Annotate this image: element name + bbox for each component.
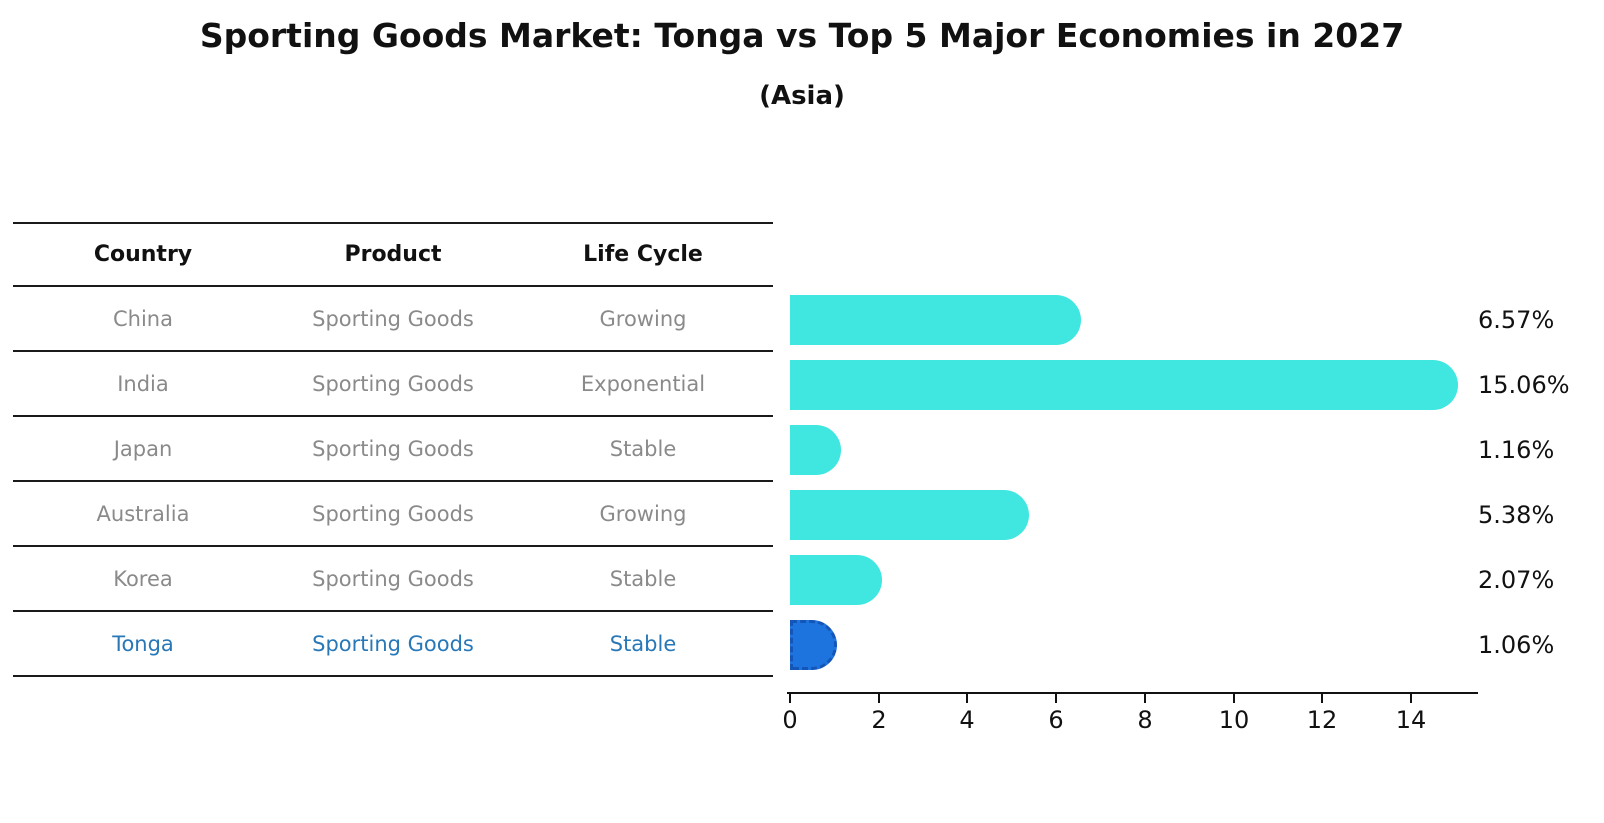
- x-tick-10: [1233, 694, 1235, 703]
- country-table: Country Product Life Cycle China Sporting…: [13, 222, 773, 677]
- table-row-china: China Sporting Goods Growing: [13, 287, 773, 352]
- value-label-japan: 1.16%: [1478, 435, 1555, 464]
- x-tick-12: [1321, 694, 1323, 703]
- cell-country: Japan: [113, 436, 173, 461]
- value-label-india: 15.06%: [1478, 370, 1570, 399]
- value-label-australia: 5.38%: [1478, 500, 1555, 529]
- x-tick-0: [789, 694, 791, 703]
- cell-country: Tonga: [112, 631, 174, 656]
- column-header-life-cycle: Life Cycle: [583, 242, 703, 267]
- x-tick-label-6: 6: [1048, 706, 1064, 734]
- x-tick-6: [1055, 694, 1057, 703]
- bar-australia: [790, 489, 1029, 540]
- x-tick-label-10: 10: [1218, 706, 1250, 734]
- cell-country: China: [113, 306, 173, 331]
- bar-china: [790, 294, 1081, 345]
- x-tick-4: [966, 694, 968, 703]
- cell-life-cycle: Stable: [609, 436, 677, 461]
- table-rows: China Sporting Goods Growing India Sporting …: [13, 287, 773, 677]
- cell-life-cycle: Growing: [599, 501, 687, 526]
- cell-product: Sporting Goods: [312, 501, 474, 526]
- cell-life-cycle: Growing: [599, 306, 687, 331]
- x-tick-label-8: 8: [1137, 706, 1153, 734]
- table-row-japan: Japan Sporting Goods Stable: [13, 417, 773, 482]
- bar-japan: [790, 424, 841, 475]
- cell-product: Sporting Goods: [312, 371, 474, 396]
- bar-korea: [790, 554, 882, 605]
- cell-country: India: [117, 371, 169, 396]
- table-row-tonga: Tonga Sporting Goods Stable: [13, 612, 773, 677]
- value-label-korea: 2.07%: [1478, 565, 1555, 594]
- value-label-tonga: 1.06%: [1478, 630, 1555, 659]
- cell-country: Korea: [113, 566, 173, 591]
- cell-life-cycle: Exponential: [580, 371, 706, 396]
- column-header-country: Country: [93, 242, 193, 267]
- chart-subtitle: (Asia): [759, 81, 845, 111]
- table-header-row: Country Product Life Cycle: [13, 222, 773, 287]
- cell-country: Australia: [96, 501, 190, 526]
- table-row-australia: Australia Sporting Goods Growing: [13, 482, 773, 547]
- x-tick-2: [878, 694, 880, 703]
- cell-product: Sporting Goods: [312, 436, 474, 461]
- bar-tonga: [790, 619, 837, 670]
- x-tick-label-14: 14: [1395, 706, 1427, 734]
- x-tick-8: [1144, 694, 1146, 703]
- table-row-korea: Korea Sporting Goods Stable: [13, 547, 773, 612]
- cell-product: Sporting Goods: [312, 566, 474, 591]
- x-tick-label-4: 4: [959, 706, 975, 734]
- table-row-india: India Sporting Goods Exponential: [13, 352, 773, 417]
- x-tick-label-0: 0: [782, 706, 798, 734]
- x-tick-label-2: 2: [871, 706, 887, 734]
- cell-product: Sporting Goods: [312, 631, 474, 656]
- x-axis-line: [787, 692, 1478, 694]
- x-tick-14: [1410, 694, 1412, 703]
- cell-product: Sporting Goods: [312, 306, 474, 331]
- chart-title: Sporting Goods Market: Tonga vs Top 5 Ma…: [199, 16, 1405, 55]
- bar-india: [790, 359, 1458, 410]
- column-header-product: Product: [344, 242, 442, 267]
- value-label-china: 6.57%: [1478, 305, 1555, 334]
- x-tick-label-12: 12: [1306, 706, 1338, 734]
- cell-life-cycle: Stable: [609, 566, 677, 591]
- cell-life-cycle: Stable: [609, 631, 677, 656]
